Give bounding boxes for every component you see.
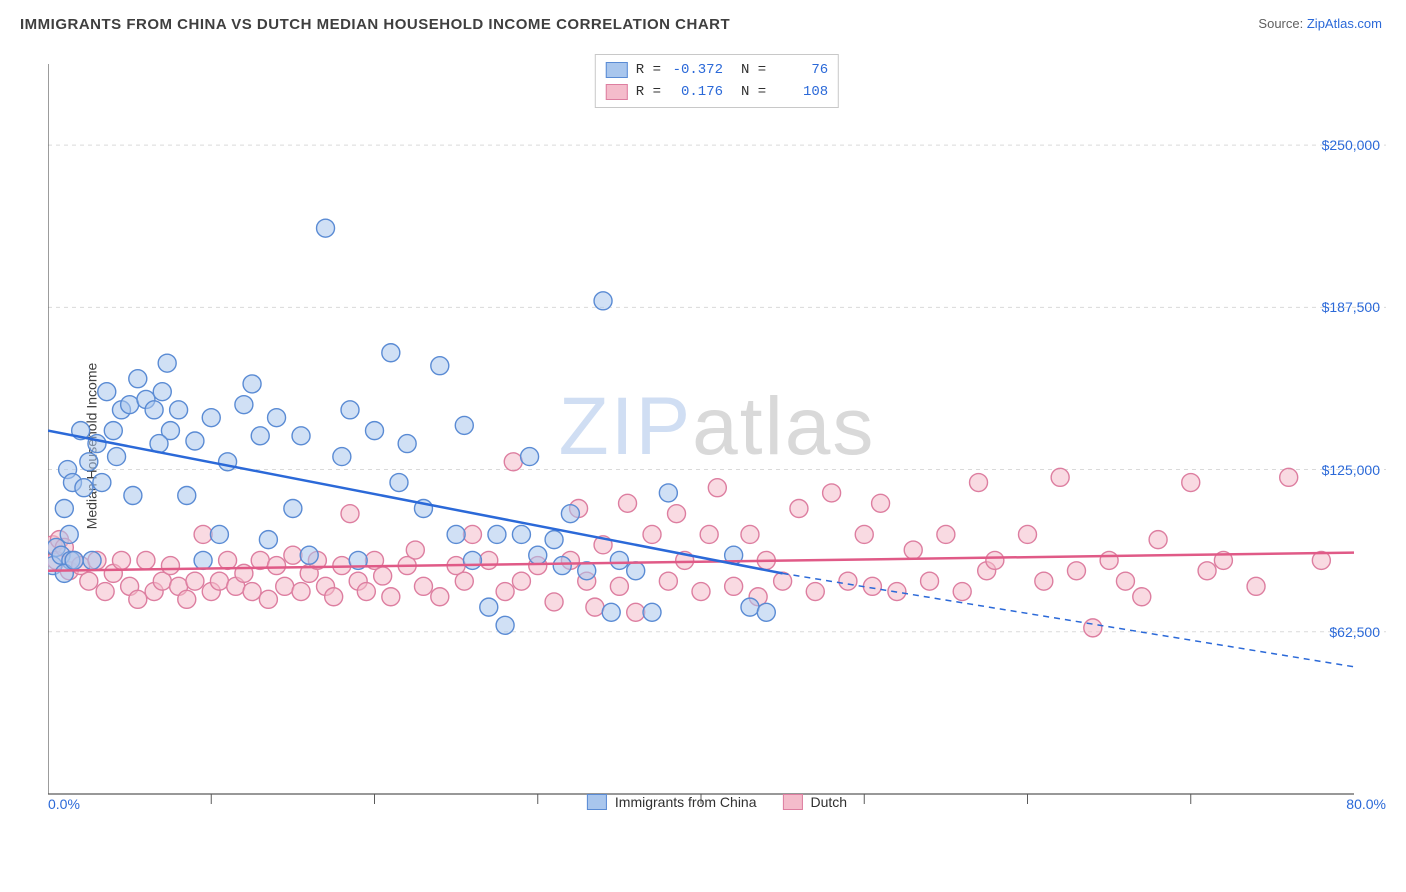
y-tick-label: $125,000	[1322, 462, 1380, 478]
series-legend-item-1: Dutch	[783, 794, 848, 810]
series-label-pink: Dutch	[811, 794, 848, 810]
scatter-series-pink	[48, 453, 1330, 637]
x-axis-max-label: 80.0%	[1346, 796, 1386, 812]
correlation-legend-row-1: R = 0.176 N = 108	[606, 81, 828, 103]
series-label-blue: Immigrants from China	[615, 794, 757, 810]
n-label: N =	[741, 84, 766, 100]
legend-swatch-blue	[606, 62, 628, 78]
legend-swatch-pink	[783, 794, 803, 810]
n-value-blue: 76	[774, 62, 828, 78]
y-tick-label: $187,500	[1322, 299, 1380, 315]
n-value-pink: 108	[774, 84, 828, 100]
trendline-pink	[48, 553, 1354, 571]
r-label: R =	[636, 84, 661, 100]
x-axis-min-label: 0.0%	[48, 796, 80, 812]
trendline-blue-dashed	[783, 573, 1354, 666]
series-legend: Immigrants from China Dutch	[587, 794, 847, 810]
y-tick-label: $250,000	[1322, 137, 1380, 153]
legend-swatch-blue	[587, 794, 607, 810]
plot-area: ZIPatlas R = -0.372 N = 76 R = 0.176 N =…	[48, 46, 1386, 808]
n-label: N =	[741, 62, 766, 78]
series-legend-item-0: Immigrants from China	[587, 794, 757, 810]
source-label: Source:	[1258, 16, 1303, 31]
y-tick-label: $62,500	[1329, 624, 1380, 640]
source-credit: Source: ZipAtlas.com	[1258, 16, 1382, 31]
legend-swatch-pink	[606, 84, 628, 100]
r-value-pink: 0.176	[669, 84, 723, 100]
r-label: R =	[636, 62, 661, 78]
correlation-legend: R = -0.372 N = 76 R = 0.176 N = 108	[595, 54, 839, 108]
chart-svg	[48, 46, 1386, 808]
chart-container: IMMIGRANTS FROM CHINA VS DUTCH MEDIAN HO…	[0, 0, 1406, 892]
chart-title: IMMIGRANTS FROM CHINA VS DUTCH MEDIAN HO…	[20, 16, 730, 33]
correlation-legend-row-0: R = -0.372 N = 76	[606, 59, 828, 81]
source-link[interactable]: ZipAtlas.com	[1307, 16, 1382, 31]
r-value-blue: -0.372	[669, 62, 723, 78]
